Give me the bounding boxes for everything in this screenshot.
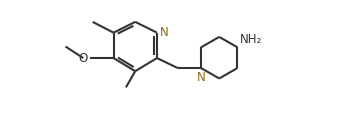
Text: O: O <box>79 52 88 65</box>
Text: N: N <box>197 71 206 84</box>
Text: N: N <box>160 26 169 39</box>
Text: NH₂: NH₂ <box>240 33 262 46</box>
